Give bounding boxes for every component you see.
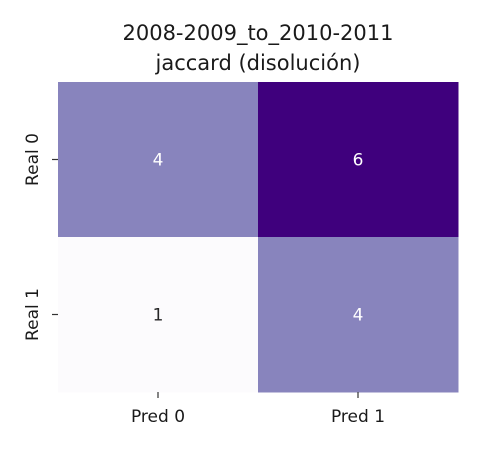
cell-value-label-r1-c0: 1 xyxy=(153,306,164,326)
x-axis-ticks: Pred 0 Pred 1 xyxy=(131,392,385,427)
cell-value-label-r1-c1: 4 xyxy=(353,306,364,326)
heatmap-cell-r0-c1 xyxy=(258,82,459,238)
y-tick-label: Real 0 xyxy=(23,133,43,186)
y-axis-ticks: Real 0 Real 1 xyxy=(23,133,58,341)
chart-title-line-2: jaccard (disolución) xyxy=(155,51,361,75)
x-tick-label: Pred 0 xyxy=(131,407,185,427)
heatmap-cells xyxy=(58,82,459,393)
heatmap-cell-r1-c0 xyxy=(58,237,259,393)
cell-value-label-r0-c0: 4 xyxy=(153,151,164,171)
heatmap-cell-r0-c0 xyxy=(58,82,259,238)
x-tick-label: Pred 1 xyxy=(331,407,385,427)
chart-title-line-1: 2008-2009_to_2010-2011 xyxy=(122,21,393,46)
heatmap-cell-labels: 4 6 1 4 xyxy=(153,151,364,326)
heatmap-cell-r1-c1 xyxy=(258,237,459,393)
y-tick-label: Real 1 xyxy=(23,288,43,341)
cell-value-label-r0-c1: 6 xyxy=(353,151,364,171)
